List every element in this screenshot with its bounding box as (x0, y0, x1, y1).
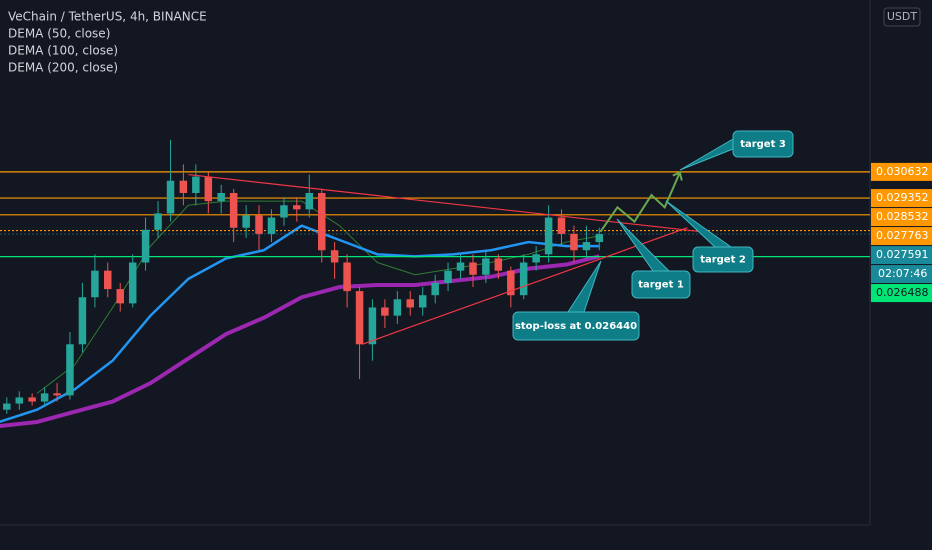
candle-body (595, 234, 604, 243)
price-badge-label: 0.028532 (876, 210, 929, 223)
candle-body (393, 299, 402, 316)
candle-body (192, 176, 200, 193)
candle-body (406, 299, 414, 308)
candle-body (28, 397, 36, 402)
projection-arrowhead (672, 171, 683, 181)
legend-entry: DEMA (100, close) (8, 44, 118, 58)
candle-body (78, 297, 87, 345)
candle-body (544, 217, 553, 255)
candles (3, 139, 604, 414)
annotation: target 1 (638, 280, 684, 291)
price-badge-label: 0.027763 (876, 229, 929, 242)
candle-body (104, 270, 112, 290)
callout-box (732, 130, 794, 158)
callout-box (692, 246, 754, 273)
candle-body (532, 254, 540, 263)
price-badge (871, 284, 932, 303)
candle-body (456, 262, 465, 271)
candle-body (305, 192, 314, 210)
price-badge (871, 189, 932, 208)
price-badge (871, 246, 932, 265)
candle-body (204, 176, 213, 202)
countdown: 02:07:46 (878, 267, 927, 280)
candle-body (494, 258, 503, 271)
candle-body (431, 282, 439, 296)
currency-badge[interactable] (883, 7, 921, 27)
annotation: stop-loss at 0.026440 (515, 321, 637, 332)
annotation: target 3 (740, 139, 786, 150)
candle-body (40, 393, 49, 402)
candle-body (3, 403, 11, 410)
candle-body (91, 270, 99, 298)
candle-body (267, 217, 276, 234)
price-badge (871, 162, 932, 181)
callout-box (512, 311, 640, 341)
candle-body (582, 242, 591, 251)
candle-body (116, 289, 124, 304)
candle-body (318, 192, 326, 251)
candle-body (381, 307, 389, 316)
candle-body (469, 262, 477, 275)
candle-body (444, 270, 452, 283)
price-badge-label: 0.026488 (876, 286, 929, 299)
currency-label[interactable]: USDT (887, 10, 918, 23)
callout-box (631, 270, 691, 299)
candle-body (355, 291, 364, 345)
candle-body (15, 397, 24, 404)
candle-body (154, 213, 162, 230)
candle-body (507, 270, 515, 296)
candle-body (557, 217, 566, 234)
candle-body (217, 192, 225, 202)
legend-entry: DEMA (50, close) (8, 27, 110, 41)
trendline (188, 173, 703, 233)
candle-body (280, 205, 288, 218)
annotation: target 2 (700, 255, 746, 266)
price-badge (871, 208, 932, 227)
legend-entry: DEMA (200, close) (8, 61, 118, 75)
candle-body (128, 262, 137, 304)
price-badge-label: 0.029352 (876, 191, 929, 204)
indicator-line (0, 254, 600, 428)
candle-body (53, 393, 61, 396)
candle-body (293, 205, 301, 210)
candle-body (229, 192, 238, 228)
trendline (362, 227, 688, 345)
countdown-badge (871, 265, 932, 284)
drawings: target 3 target 2 target 1 stop-loss at 0.0… (188, 130, 794, 345)
candle-body (242, 215, 250, 228)
chart-title: VeChain / TetherUS, 4h, BINANCE (8, 10, 207, 24)
price-badge (871, 227, 932, 246)
price-badge-label: 0.030632 (876, 165, 929, 178)
candle-body (418, 295, 427, 308)
candle-body (570, 233, 578, 251)
candle-body (368, 307, 377, 345)
candle-body (179, 180, 188, 193)
candle-body (255, 215, 263, 234)
candle-body (141, 229, 150, 263)
axes: 0.030632 0.029352 0.028532 0.027763 0.027591… (871, 162, 932, 303)
candle-body (519, 262, 528, 296)
candle-body (482, 258, 490, 275)
candle-body (330, 250, 339, 263)
candle-body (343, 262, 351, 292)
price-badge-label: 0.027591 (876, 248, 929, 261)
indicator-line (0, 224, 600, 424)
candle-body (66, 344, 74, 396)
candle-body (166, 180, 175, 214)
